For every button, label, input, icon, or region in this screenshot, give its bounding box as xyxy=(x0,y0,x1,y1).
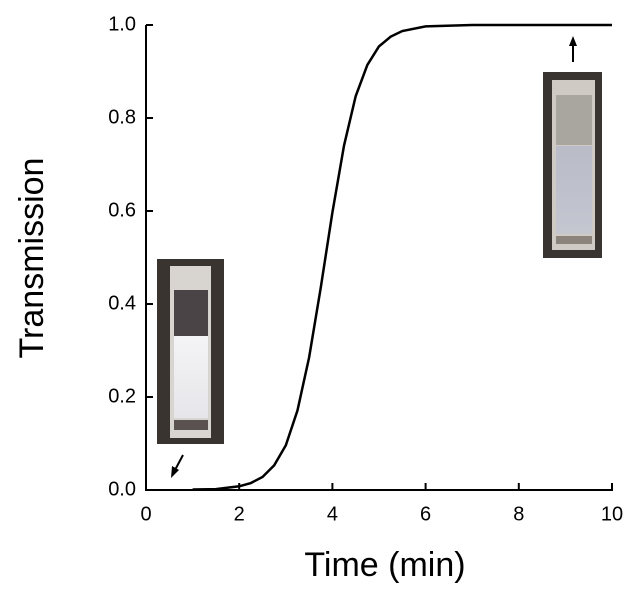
y-tick-label: 0.4 xyxy=(108,292,136,314)
cuvette-photo-start xyxy=(157,259,224,444)
cuvette-photo-end xyxy=(543,72,602,258)
data-line xyxy=(192,23,612,491)
y-axis-title: Transmission xyxy=(13,158,51,359)
x-tick-label: 2 xyxy=(234,503,245,525)
x-axis-title: Time (min) xyxy=(304,546,465,584)
x-tick-label: 4 xyxy=(327,503,338,525)
arrow xyxy=(171,36,577,478)
x-tick-label: 0 xyxy=(140,503,151,525)
y-tick-label: 1.0 xyxy=(108,13,136,35)
y-tick-label: 0.0 xyxy=(108,478,136,500)
y-tick-label: 0.8 xyxy=(108,106,136,128)
x-tick-label: 8 xyxy=(513,503,524,525)
y-tick-label: 0.6 xyxy=(108,199,136,221)
y-tick-label: 0.2 xyxy=(108,385,136,407)
x-tick-label: 10 xyxy=(601,503,623,525)
x-tick-label: 6 xyxy=(420,503,431,525)
